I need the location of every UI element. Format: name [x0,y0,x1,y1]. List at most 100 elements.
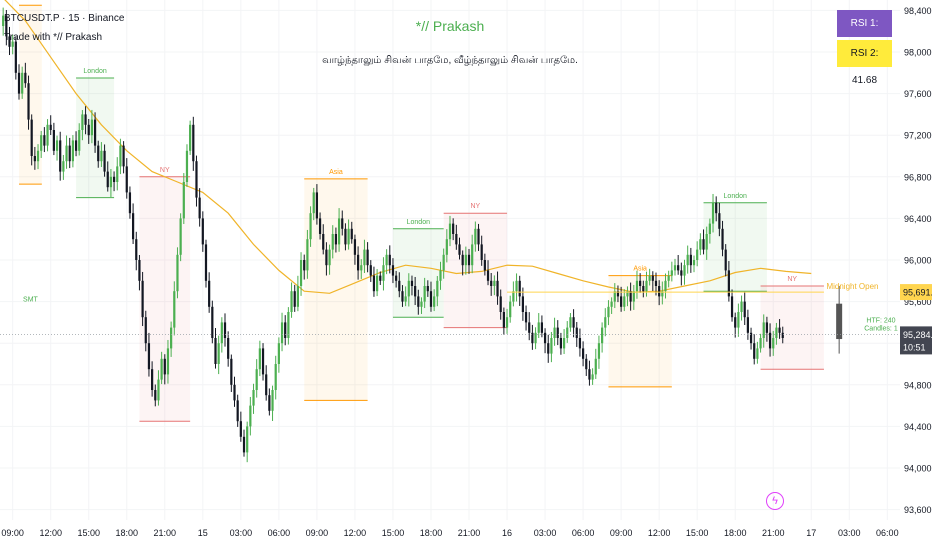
candle-body [24,72,27,84]
candle-body [677,265,680,271]
candle-body [452,223,455,234]
candle-body [702,239,705,250]
candle-body [746,317,749,333]
candle-body [223,322,227,338]
candle-body [407,280,410,297]
candle-body [575,327,578,338]
candle-body [271,390,274,411]
candle-body [198,197,201,219]
candle-body [309,213,312,240]
candle-body [189,124,192,151]
candle-body [455,234,458,245]
candle-body [410,280,414,286]
candle-body [439,270,442,281]
candle-body [268,395,271,411]
candle-body [33,156,36,162]
candle-body [233,384,236,401]
candle-body [740,301,743,312]
candle-body [436,280,439,297]
candle-body [540,322,544,333]
candle-body [192,124,195,162]
candle-body [610,301,613,307]
candle-body [280,322,284,344]
candle-body [341,218,344,229]
x-tick-label: 15:00 [382,528,405,538]
candle-body [429,291,433,307]
candle-body [350,228,353,240]
midnight-open-label: Midnight Open [826,282,878,291]
candle-body [509,301,512,318]
candle-body [141,280,144,318]
candle-body [537,322,540,333]
candle-body [325,249,328,266]
session-label: Asia [633,266,647,273]
candle-body [201,218,204,245]
candle-body [103,150,106,172]
x-tick-label: 12:00 [39,528,62,538]
candle-body [395,275,398,281]
candle-body [724,249,727,271]
candle-body [147,343,151,370]
candle-body [160,358,163,380]
session-label: London [83,68,106,75]
candle-body [21,72,24,94]
candle-body [658,286,661,297]
candle-body [616,291,620,297]
x-axis: 09:00 12:00 15:00 18:00 21:00 15 03:00 06:00 09:… [1,528,898,538]
candle-body [90,119,94,136]
candle-body [566,327,569,338]
candle-body [376,275,379,292]
x-tick-label: 12:00 [648,528,671,538]
candle-body [81,114,84,130]
candle-body [718,213,721,229]
candle-body [743,301,746,318]
flash-icon[interactable]: ϟ [766,492,784,510]
candle-body [461,254,464,266]
watermark-subtitle: வாழ்ந்தாலும் சிவன் பாதமே, வீழ்ந்தாலும் ச… [322,55,578,66]
candle-body [594,358,597,375]
x-tick-label: 09:00 [610,528,633,538]
rsi-1-badge: RSI 1: 37.50 [837,10,892,56]
candle-body [131,213,135,240]
candle-body [55,140,59,151]
x-tick-label: 09:00 [1,528,24,538]
y-tick-label: 95,600.0 [904,297,932,307]
indicator-line[interactable]: Trade with *// Prakash [4,32,103,43]
candle-body [708,223,711,234]
candle-body [84,114,87,125]
session-box [760,286,824,370]
x-tick-label: 18:00 [420,528,443,538]
candle-body [417,296,420,307]
candle-body [154,390,157,401]
watermark-title: *// Prakash [415,18,485,34]
y-tick-label: 98,000.0 [904,48,932,58]
candle-body [518,280,521,297]
candle-body [553,327,556,338]
candle-body [246,426,249,453]
candle-body [106,171,109,188]
symbol-line[interactable]: BTCUSDT.P · 15 · Binance [4,13,125,24]
candle-body [293,291,296,307]
candle-body [274,364,277,390]
candles [2,7,784,463]
candle-body [521,296,524,312]
candle-body [471,244,474,266]
session-label: NY [787,276,797,283]
candle-body [493,280,496,286]
candle-body [49,124,52,130]
htf-candle-body [836,303,843,340]
candle-body [699,239,702,250]
candle-body [30,119,33,156]
candle-body [680,270,683,276]
candle-body [116,166,119,182]
candle-body [654,280,658,286]
candle-body [749,332,753,344]
x-tick-label: 06:00 [572,528,595,538]
candle-body [382,265,385,281]
htf-info-line1: HTF: 240 [866,317,895,324]
candle-body [363,249,366,266]
candle-body [458,244,461,255]
candle-body [578,338,582,349]
